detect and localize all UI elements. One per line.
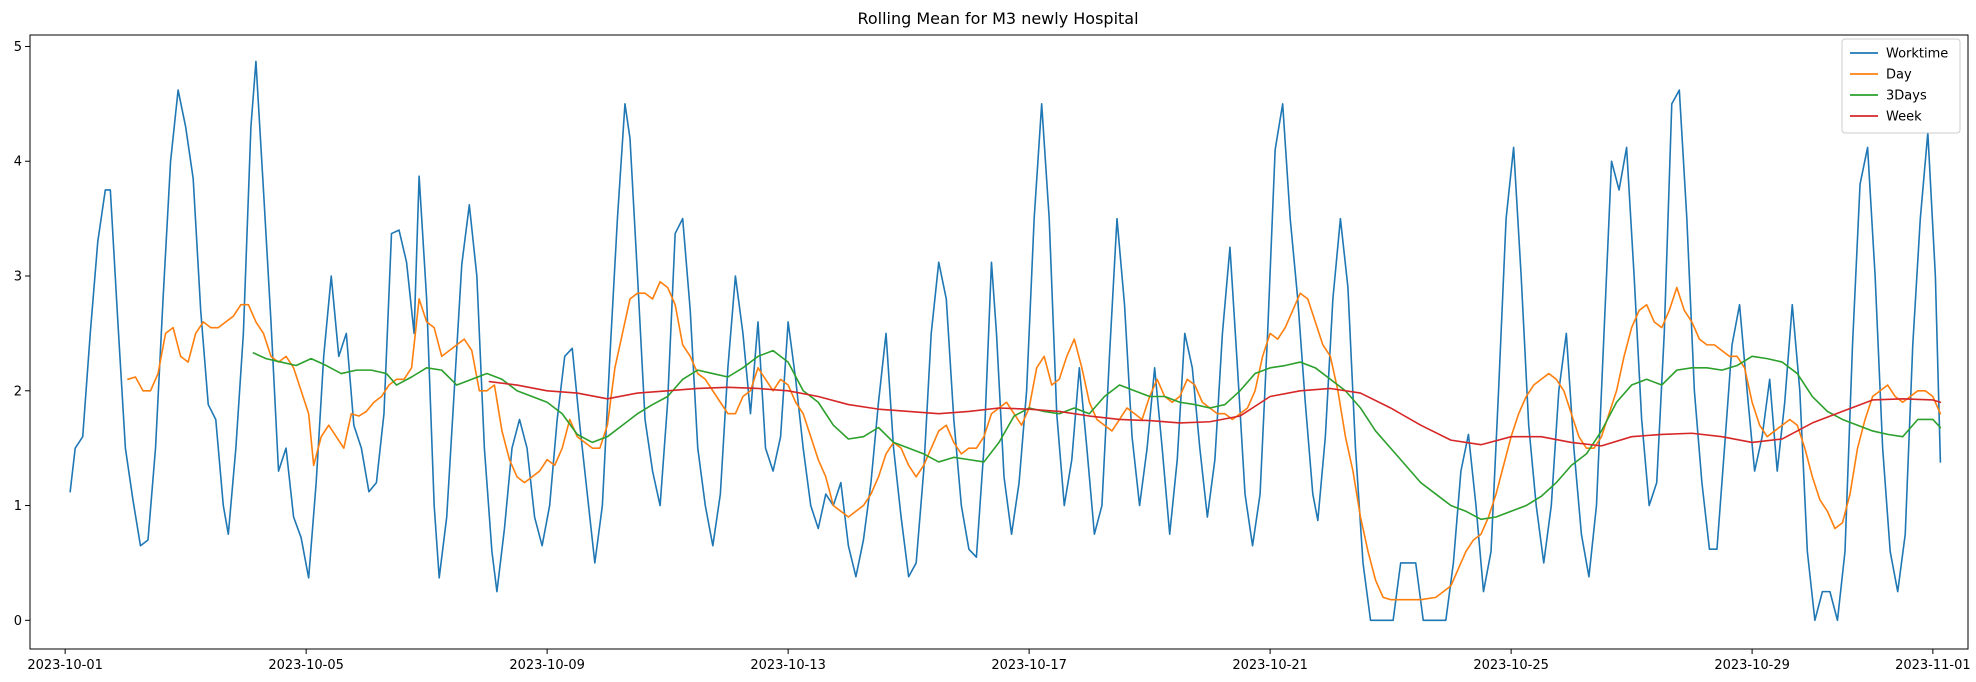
x-tick-label: 2023-10-29 — [1714, 658, 1790, 673]
series-line-3days — [252, 349, 1942, 521]
y-axis: 0 1 2 3 4 5 — [14, 40, 30, 629]
legend-label: Day — [1886, 68, 1912, 83]
y-tick-label: 1 — [14, 499, 22, 514]
x-tick-label: 2023-10-13 — [750, 658, 826, 673]
x-tick-label: 2023-10-25 — [1473, 658, 1549, 673]
x-tick-label: 2023-10-09 — [509, 658, 585, 673]
plot-area — [29, 34, 1969, 650]
series-line-worktime — [69, 60, 1942, 622]
y-tick-label: 2 — [14, 384, 22, 399]
x-tick-label: 2023-10-01 — [27, 658, 103, 673]
x-tick-label: 2023-10-21 — [1232, 658, 1308, 673]
y-tick-label: 0 — [14, 614, 22, 629]
chart-title: Rolling Mean for M3 newly Hospital — [857, 9, 1138, 28]
series-line-day — [127, 280, 1942, 601]
x-axis: 2023-10-01 2023-10-05 2023-10-09 2023-10-13… — [27, 649, 1971, 673]
y-tick-label: 3 — [14, 270, 22, 285]
legend-box — [1841, 38, 1961, 134]
x-tick-label: 2023-10-05 — [268, 658, 344, 673]
axes-frame — [29, 34, 1969, 650]
series-layer — [69, 60, 1942, 622]
series-line-week — [488, 380, 1942, 447]
legend-label: Week — [1886, 110, 1922, 125]
y-tick-label: 4 — [14, 155, 22, 170]
x-tick-label: 2023-10-17 — [991, 658, 1067, 673]
legend-label: 3Days — [1886, 89, 1927, 104]
y-tick-label: 5 — [14, 40, 22, 55]
legend: Worktime Day 3Days Week — [1841, 38, 1961, 134]
legend-label: Worktime — [1886, 47, 1948, 62]
x-tick-label: 2023-11-01 — [1895, 658, 1971, 673]
